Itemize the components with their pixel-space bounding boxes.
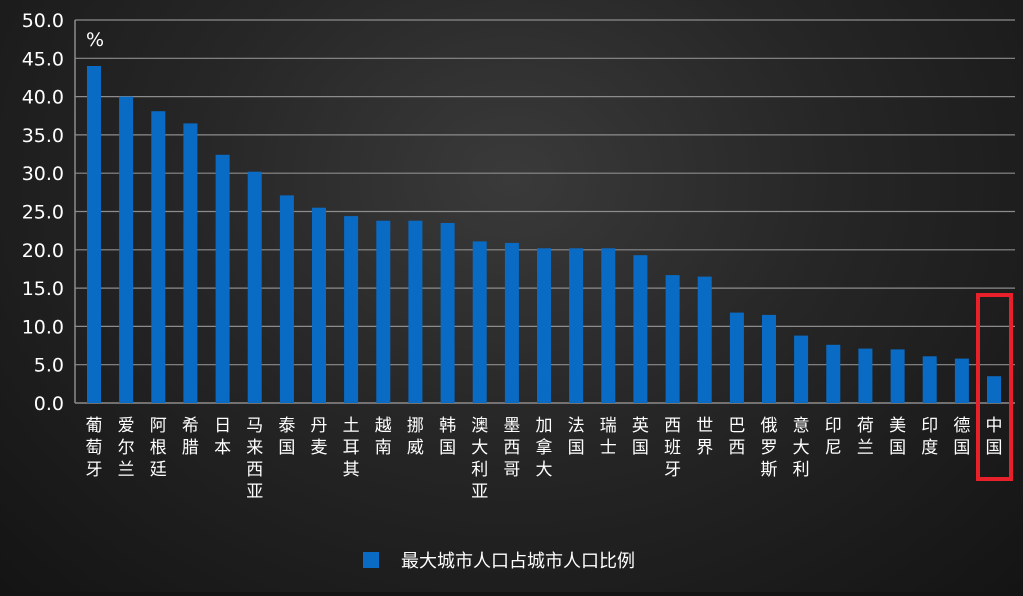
bar [215,154,230,403]
bar [87,66,101,403]
bar [247,171,262,403]
x-tick-label: 泰国 [278,416,295,458]
bar [344,216,359,403]
legend-swatch [363,552,379,568]
bar [279,195,294,403]
bar [697,276,712,403]
x-tick-label: 加拿大 [536,416,553,480]
x-tick-label: 马来西亚 [246,416,263,502]
x-tick-labels: 葡萄牙爱尔兰阿根廷希腊日本马来西亚泰国丹麦土耳其越南挪威韩国澳大利亚墨西哥加拿大… [86,416,1003,502]
y-tick-label: 45.0 [22,48,64,70]
bar [569,248,584,403]
x-tick-label: 俄罗斯 [761,416,778,480]
x-tick-label: 印度 [921,416,938,458]
bar [826,344,841,403]
bar [729,312,744,403]
y-tick-label: 15.0 [22,278,64,300]
y-tick-label: 40.0 [22,87,64,109]
y-tick-label: 0.0 [34,393,64,415]
y-tick-label: 30.0 [22,163,64,185]
x-tick-label: 德国 [953,416,970,458]
bar [762,314,776,403]
bar [408,220,423,403]
x-tick-label: 澳大利亚 [471,416,488,502]
x-tick-label: 中国 [986,416,1003,458]
x-tick-label: 土耳其 [343,416,360,480]
y-tick-label: 5.0 [34,355,64,377]
bars [87,66,1001,404]
bar [151,111,166,403]
x-tick-label: 日本 [214,416,231,458]
y-tick-label: 35.0 [22,125,64,147]
x-tick-label: 韩国 [439,416,456,458]
bar [601,248,616,403]
bar [922,356,937,403]
x-tick-label: 意大利 [793,416,810,480]
unit-label: % [86,29,104,51]
x-tick-label: 丹麦 [311,416,328,458]
legend-label: 最大城市人口占城市人口比例 [401,551,635,572]
bar [183,123,198,404]
x-tick-label: 印尼 [825,416,842,458]
bar [987,376,1001,403]
bar [312,207,326,403]
highlight-box [976,293,1013,481]
legend: 最大城市人口占城市人口比例 [363,551,635,572]
x-tick-label: 阿根廷 [150,416,167,480]
bar [537,248,551,403]
bar [794,335,809,403]
bar [665,275,680,403]
x-tick-label: 世界 [696,416,713,458]
x-tick-label: 荷兰 [857,416,874,458]
x-tick-label: 葡萄牙 [86,416,103,480]
x-tick-label: 美国 [889,416,906,458]
x-tick-label: 爱尔兰 [118,416,135,480]
y-tick-labels: 0.0 5.0 10.0 15.0 20.0 25.0 30.0 35.0 40.0 45.0 50… [22,10,64,415]
bar [440,223,455,403]
x-tick-label: 墨西哥 [503,416,520,480]
x-tick-label: 法国 [568,416,585,458]
x-tick-label: 越南 [375,416,392,458]
x-tick-label: 希腊 [182,416,199,458]
bar [119,96,134,403]
bar [376,220,391,403]
bar [858,348,873,403]
x-tick-label: 西班牙 [664,416,681,480]
bar [472,241,487,403]
x-tick-label: 英国 [632,416,649,458]
x-tick-label: 瑞士 [600,416,617,458]
y-tick-label: 50.0 [22,10,64,32]
y-tick-label: 25.0 [22,202,64,224]
y-tick-label: 10.0 [22,316,64,338]
bar [633,255,648,403]
y-tick-label: 20.0 [22,240,64,262]
bar [890,349,905,403]
bar [954,358,969,403]
x-tick-label: 挪威 [407,416,424,458]
bar [504,242,519,403]
x-tick-label: 巴西 [728,416,745,458]
